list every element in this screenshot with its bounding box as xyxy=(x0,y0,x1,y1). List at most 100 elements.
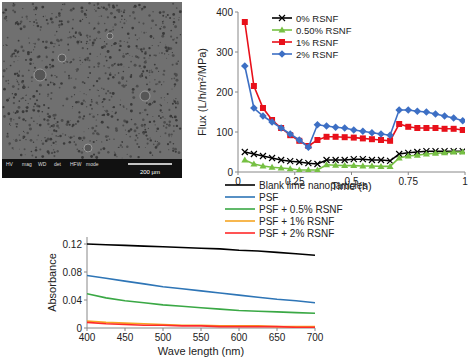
pore xyxy=(57,150,59,152)
pore xyxy=(60,20,62,22)
pore xyxy=(19,70,20,71)
pore xyxy=(17,123,19,125)
marker xyxy=(269,164,276,170)
pore xyxy=(58,12,61,15)
pore xyxy=(49,66,51,68)
pore xyxy=(96,38,97,39)
pore xyxy=(115,113,117,115)
pore xyxy=(165,46,168,49)
pore xyxy=(17,88,19,90)
pore xyxy=(18,40,20,42)
pore xyxy=(33,106,35,108)
pore xyxy=(107,90,109,92)
pore xyxy=(69,62,70,63)
pore xyxy=(20,23,21,24)
pore xyxy=(114,42,117,45)
pore xyxy=(25,100,26,101)
pore xyxy=(17,51,19,53)
pore xyxy=(88,22,90,24)
pore xyxy=(33,6,35,8)
legend: 0% RSNF0.50% RSNF1% RSNF2% RSNF xyxy=(272,13,352,60)
pore xyxy=(141,8,143,10)
pore xyxy=(97,66,99,68)
marker xyxy=(423,108,431,116)
pore xyxy=(137,137,139,139)
pore xyxy=(12,147,14,149)
pore xyxy=(129,55,131,57)
pore xyxy=(82,140,83,141)
pore xyxy=(139,75,142,78)
pore xyxy=(5,44,6,45)
pore xyxy=(151,71,153,73)
pore xyxy=(161,97,162,98)
marker xyxy=(396,155,403,161)
pore xyxy=(98,95,99,96)
chart: 00.040.080.12400450500550600650700Wave l… xyxy=(46,180,367,358)
pore xyxy=(173,18,174,19)
marker xyxy=(378,163,385,169)
pore xyxy=(7,133,9,135)
pore xyxy=(106,60,108,62)
pore xyxy=(163,74,165,76)
marker xyxy=(250,161,257,167)
pore xyxy=(173,24,174,25)
pore xyxy=(94,27,96,29)
series-line xyxy=(87,294,315,314)
pore xyxy=(23,136,25,138)
pore xyxy=(24,148,26,150)
x-tick xyxy=(201,328,202,331)
pore xyxy=(34,103,36,105)
pore xyxy=(101,102,102,103)
pore xyxy=(83,100,85,102)
pore xyxy=(132,11,135,14)
pore xyxy=(154,64,156,66)
pore xyxy=(31,81,33,83)
pore xyxy=(79,20,81,22)
pore xyxy=(29,127,32,130)
pore xyxy=(137,39,138,40)
pore xyxy=(62,133,63,134)
pore xyxy=(29,21,30,22)
pore xyxy=(144,147,146,149)
pore xyxy=(155,140,156,141)
pore xyxy=(163,70,165,72)
marker xyxy=(333,134,339,140)
marker xyxy=(305,160,311,166)
series-line xyxy=(87,244,315,255)
pore xyxy=(148,103,150,105)
pore xyxy=(12,85,15,88)
pore xyxy=(159,11,162,14)
pore xyxy=(22,86,25,89)
pore xyxy=(111,110,113,112)
pore xyxy=(123,85,126,88)
pore xyxy=(87,48,88,49)
marker xyxy=(332,123,340,131)
pore xyxy=(37,38,39,40)
pore xyxy=(51,152,53,154)
pore xyxy=(119,49,121,51)
pore xyxy=(41,6,44,9)
series-line xyxy=(245,152,463,170)
plot-area xyxy=(241,19,465,172)
pore xyxy=(19,134,21,136)
pore xyxy=(143,133,145,135)
y-tick xyxy=(235,52,238,53)
pore xyxy=(98,151,101,154)
pore xyxy=(130,103,133,106)
pore xyxy=(158,71,159,72)
pore xyxy=(126,134,127,135)
pore xyxy=(7,134,9,136)
pore xyxy=(180,34,181,35)
pore xyxy=(120,63,123,66)
pore xyxy=(71,108,73,110)
pore xyxy=(51,125,53,127)
pore xyxy=(105,29,107,31)
marker xyxy=(305,167,312,173)
pore xyxy=(80,64,82,66)
pore xyxy=(177,102,179,104)
pore xyxy=(88,77,89,78)
legend-label: 1% RSNF xyxy=(296,37,338,48)
pore xyxy=(159,28,161,30)
pore xyxy=(17,80,18,81)
pore xyxy=(149,103,152,106)
